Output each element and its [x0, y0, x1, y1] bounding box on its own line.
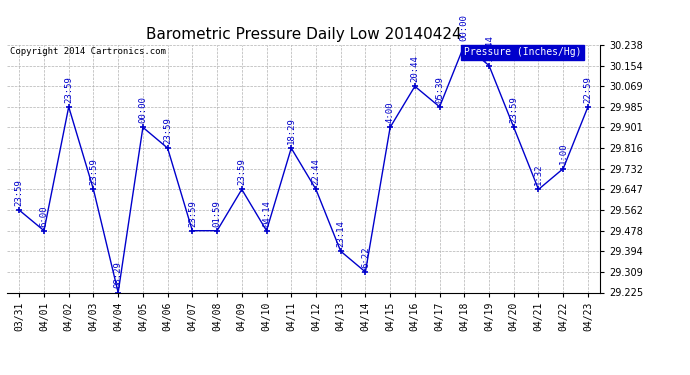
Title: Barometric Pressure Daily Low 20140424: Barometric Pressure Daily Low 20140424 — [146, 27, 462, 42]
Text: 22:59: 22:59 — [584, 76, 593, 103]
Text: 23:59: 23:59 — [188, 200, 197, 226]
Text: 22:44: 22:44 — [311, 158, 320, 185]
Text: 08:29: 08:29 — [114, 261, 123, 288]
Text: 23:14: 23:14 — [336, 220, 345, 247]
Text: 04:14: 04:14 — [262, 200, 271, 226]
Text: 05:39: 05:39 — [435, 76, 444, 103]
Text: 01:59: 01:59 — [213, 200, 221, 226]
Text: Copyright 2014 Cartronics.com: Copyright 2014 Cartronics.com — [10, 48, 166, 57]
Text: 6:22: 6:22 — [361, 246, 370, 268]
Text: 23:59: 23:59 — [89, 158, 98, 185]
Text: 00:00: 00:00 — [460, 14, 469, 41]
Text: Pressure (Inches/Hg): Pressure (Inches/Hg) — [464, 48, 581, 57]
Text: 23:59: 23:59 — [163, 117, 172, 144]
Text: 20:44: 20:44 — [411, 55, 420, 82]
Text: 23:59: 23:59 — [509, 96, 518, 123]
Text: 23:59: 23:59 — [237, 158, 246, 185]
Text: 1:00: 1:00 — [559, 143, 568, 165]
Text: 4:00: 4:00 — [386, 102, 395, 123]
Text: 23:59: 23:59 — [64, 76, 73, 103]
Text: 00:00: 00:00 — [139, 96, 148, 123]
Text: 18:29: 18:29 — [287, 117, 296, 144]
Text: 23:59: 23:59 — [14, 179, 23, 206]
Text: 6:00: 6:00 — [39, 205, 48, 226]
Text: 19:44: 19:44 — [484, 34, 493, 62]
Text: 1:32: 1:32 — [534, 164, 543, 185]
